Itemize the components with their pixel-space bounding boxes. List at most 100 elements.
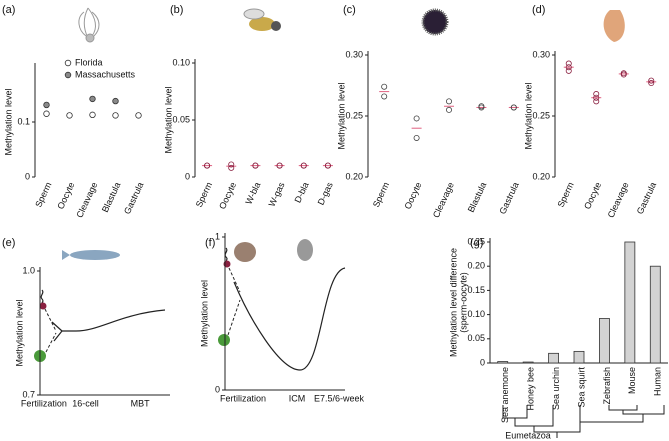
human-icon xyxy=(297,239,313,261)
panel-label: (e) xyxy=(2,237,15,249)
point xyxy=(204,162,211,169)
panel-label: (d) xyxy=(532,4,545,16)
point xyxy=(445,106,452,113)
y-tick-label: 0 xyxy=(480,357,485,367)
point xyxy=(43,110,50,117)
x-tick-label: Gastrula xyxy=(635,181,658,216)
point xyxy=(413,115,420,122)
panel-label: (f) xyxy=(205,237,215,249)
y-axis-label: Methylation level xyxy=(523,82,533,149)
y-axis-label: Methylation level xyxy=(199,280,209,347)
point xyxy=(593,94,600,101)
hydra-icon xyxy=(78,7,100,43)
point xyxy=(324,162,331,169)
point xyxy=(300,162,307,169)
y-axis-label: Methylation level xyxy=(163,86,173,153)
x-tick-label: Sea anemone xyxy=(500,367,510,423)
legend-label: Massachusetts xyxy=(75,69,136,79)
x-tick-label: Gastrula xyxy=(122,181,145,216)
y-axis-label: Methylation level xyxy=(336,82,346,149)
point xyxy=(478,103,485,110)
schematic-f xyxy=(218,247,346,371)
squirt-icon xyxy=(603,10,625,42)
x-tick-label: Sea squirt xyxy=(576,367,586,408)
annotation: Eumetazoa xyxy=(505,430,551,440)
point xyxy=(478,104,485,111)
y-tick-label: 0.25 xyxy=(467,236,485,246)
legend-swatch xyxy=(64,59,72,67)
y-tick-label: 0 xyxy=(185,171,190,181)
y-tick-label: 0.05 xyxy=(172,114,190,124)
point xyxy=(620,70,627,77)
x-tick-label: ICM xyxy=(289,393,306,403)
point xyxy=(565,64,572,71)
bar xyxy=(573,350,585,364)
x-tick-label: Cleavage xyxy=(606,181,631,220)
urchin-icon xyxy=(421,8,449,36)
x-tick-label: D-gas xyxy=(316,180,335,206)
y-tick-label: 0.20 xyxy=(532,171,550,181)
point xyxy=(413,134,420,141)
point xyxy=(276,162,283,169)
point xyxy=(89,95,96,103)
y-axis-label: Methylation level xyxy=(3,88,13,155)
x-tick-label: W-bla xyxy=(243,181,262,206)
x-tick-label: Blastula xyxy=(466,181,489,214)
y-tick-label: 0.05 xyxy=(467,333,485,343)
y-tick-label: 0.20 xyxy=(467,261,485,271)
x-tick-label: MBT xyxy=(131,398,151,408)
bar xyxy=(624,241,636,364)
x-tick-label: Oocyte xyxy=(582,181,603,211)
y-tick-label: 0.7 xyxy=(22,389,35,399)
point xyxy=(510,104,517,111)
point xyxy=(112,112,119,119)
point xyxy=(648,77,655,84)
x-tick-label: Oocyte xyxy=(217,181,238,211)
x-tick-label: Mouse xyxy=(627,367,637,394)
point xyxy=(648,80,655,87)
point xyxy=(112,97,119,105)
sperm xyxy=(39,302,47,310)
bar xyxy=(522,361,534,364)
zebrafish-icon xyxy=(62,250,120,260)
x-tick-label: Sea urchin xyxy=(551,367,561,410)
x-tick-label: Human xyxy=(653,367,663,396)
panel-label: (g) xyxy=(470,237,483,249)
egg xyxy=(218,334,230,346)
bar xyxy=(599,318,610,364)
x-tick-label: E7.5/6-week xyxy=(314,393,365,403)
point xyxy=(89,111,96,119)
x-tick-label: 16-cell xyxy=(72,398,99,408)
y-tick-label: 0.10 xyxy=(172,57,190,67)
point xyxy=(381,93,388,100)
point xyxy=(66,112,73,119)
y-tick-label: 1 xyxy=(215,231,220,241)
mouse-icon xyxy=(234,242,256,262)
y-tick-label: 1.0 xyxy=(22,265,35,275)
y-tick-label: 0.15 xyxy=(467,285,485,295)
point xyxy=(565,67,572,74)
legend-label: Florida xyxy=(75,57,103,67)
y-tick-label: 0 xyxy=(25,171,30,181)
point xyxy=(565,60,572,67)
point xyxy=(135,112,142,119)
point xyxy=(445,98,452,105)
point xyxy=(381,83,388,90)
point xyxy=(228,164,235,171)
y-tick-label: 0.20 xyxy=(345,171,363,181)
x-tick-label: W-gas xyxy=(267,180,287,208)
x-tick-label: Gastrula xyxy=(497,181,520,216)
x-tick-label: Cleavage xyxy=(74,181,99,220)
y-tick-label: 0.30 xyxy=(345,49,363,59)
x-tick-label: D-bla xyxy=(293,181,311,205)
x-tick-label: Sperm xyxy=(555,181,575,209)
x-tick-label: Sperm xyxy=(33,181,53,209)
y-tick-label: 0 xyxy=(215,384,220,394)
panel-label: (b) xyxy=(170,4,183,16)
point xyxy=(620,71,627,78)
schematic-e xyxy=(34,289,166,362)
y-tick-label: 0.1 xyxy=(17,116,30,126)
panel-label: (c) xyxy=(343,4,356,16)
y-tick-label: 0.25 xyxy=(532,110,550,120)
